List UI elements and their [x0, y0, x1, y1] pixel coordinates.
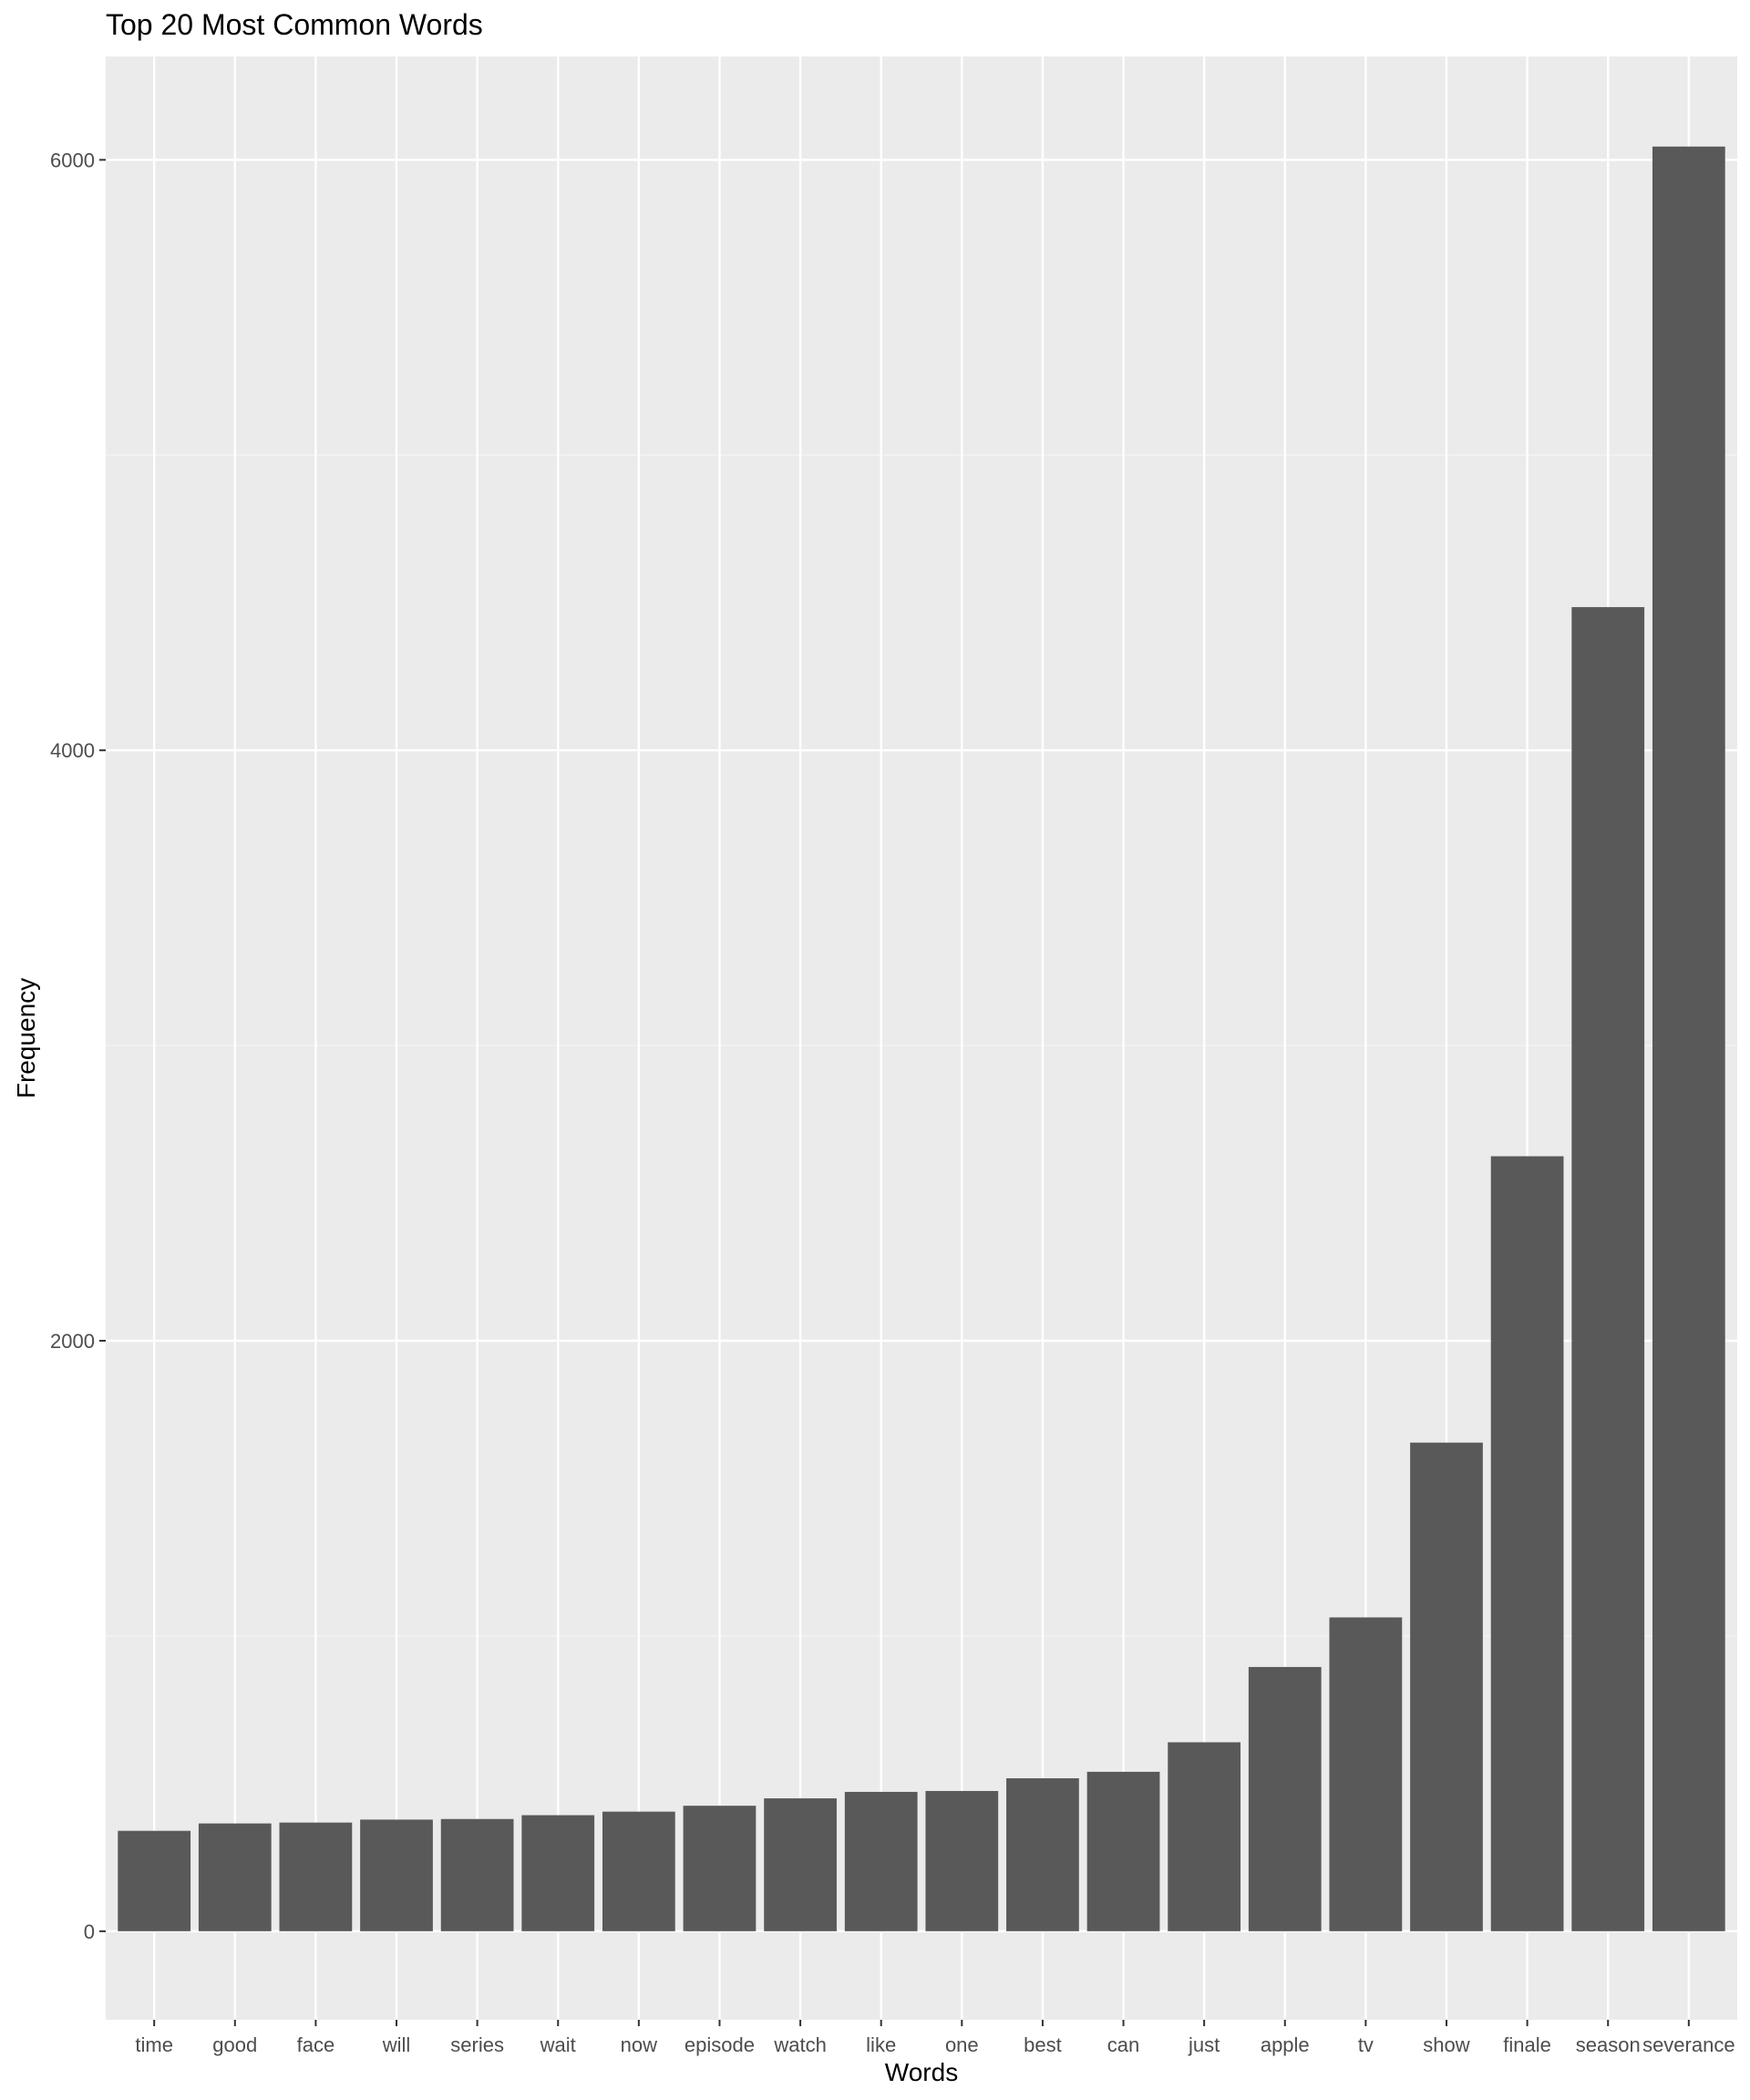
- x-tick-label-like: like: [866, 2033, 896, 2056]
- x-tick-label-series: series: [450, 2033, 504, 2056]
- x-tick-label-one: one: [945, 2033, 979, 2056]
- bar-season: [1571, 607, 1645, 1931]
- bar-watch: [764, 1798, 837, 1931]
- x-axis-title: Words: [885, 2058, 958, 2086]
- x-tick-label-good: good: [212, 2033, 257, 2056]
- y-tick-label: 0: [84, 1920, 95, 1943]
- bar-show: [1410, 1442, 1483, 1931]
- y-axis-title: Frequency: [12, 978, 40, 1098]
- y-tick-label: 2000: [50, 1330, 95, 1353]
- x-tick-label-will: will: [382, 2033, 411, 2056]
- bars: [118, 146, 1725, 1931]
- x-axis: time good face will series wait now episode watc…: [135, 2020, 1735, 2056]
- x-tick-label-face: face: [297, 2033, 335, 2056]
- x-tick-label-show: show: [1423, 2033, 1469, 2056]
- bar-can: [1086, 1771, 1160, 1931]
- bar-now: [602, 1811, 675, 1931]
- x-tick-label-can: can: [1107, 2033, 1139, 2056]
- x-tick-label-apple: apple: [1261, 2033, 1310, 2056]
- x-tick-label-best: best: [1024, 2033, 1062, 2056]
- bar-series: [440, 1818, 514, 1931]
- x-tick-label-tv: tv: [1358, 2033, 1374, 2056]
- y-axis: 0 2000 4000 6000: [50, 149, 106, 1943]
- bar-face: [279, 1822, 353, 1931]
- y-tick-label: 4000: [50, 739, 95, 762]
- x-tick-label-watch: watch: [773, 2033, 826, 2056]
- bar-one: [925, 1790, 999, 1931]
- bar-finale: [1490, 1156, 1564, 1931]
- bar-good: [198, 1823, 272, 1931]
- y-tick-label: 6000: [50, 149, 95, 171]
- bar-best: [1006, 1778, 1079, 1931]
- x-tick-label-severance: severance: [1642, 2033, 1735, 2056]
- bar-severance: [1652, 146, 1725, 1931]
- x-tick-label-finale: finale: [1503, 2033, 1551, 2056]
- bar-like: [844, 1791, 918, 1931]
- bar-wait: [521, 1815, 595, 1931]
- bar-apple: [1248, 1666, 1322, 1931]
- x-tick-label-just: just: [1188, 2033, 1220, 2056]
- bar-will: [360, 1819, 433, 1931]
- x-tick-label-season: season: [1576, 2033, 1641, 2056]
- bar-just: [1168, 1742, 1241, 1931]
- x-tick-label-episode: episode: [685, 2033, 755, 2056]
- x-tick-label-wait: wait: [540, 2033, 576, 2056]
- bar-tv: [1329, 1617, 1403, 1931]
- bar-time: [118, 1830, 191, 1931]
- x-tick-label-now: now: [621, 2033, 657, 2056]
- chart-title: Top 20 Most Common Words: [106, 8, 483, 41]
- x-tick-label-time: time: [135, 2033, 173, 2056]
- bar-episode: [683, 1806, 757, 1931]
